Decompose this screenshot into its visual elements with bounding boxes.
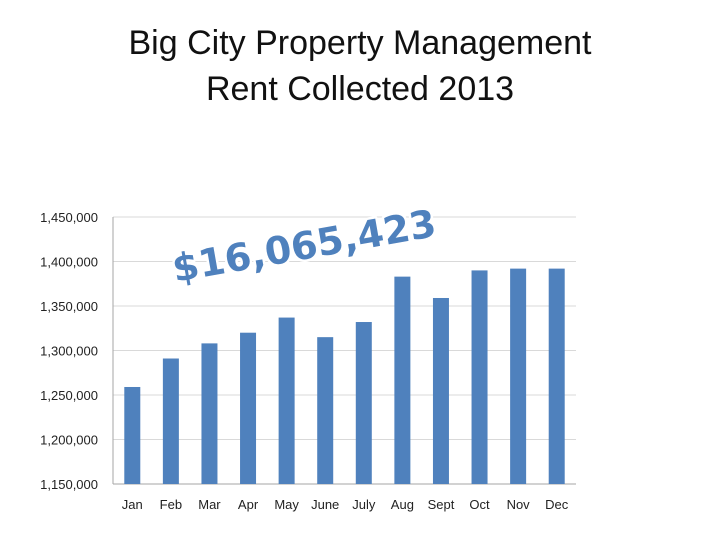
bar-feb xyxy=(162,358,179,484)
x-tick-label: Mar xyxy=(198,497,221,512)
x-tick-label: Apr xyxy=(238,497,259,512)
y-tick-label: 1,250,000 xyxy=(40,388,98,403)
bar-mar xyxy=(201,343,218,484)
x-tick-label: May xyxy=(274,497,299,512)
bar-apr xyxy=(240,332,257,484)
y-axis: 1,150,000 1,200,000 1,250,000 1,300,000 1,35… xyxy=(40,210,114,492)
bar-jan xyxy=(124,386,141,484)
bar-sept xyxy=(432,297,449,484)
bar-may xyxy=(278,317,295,484)
title-line-1: Big City Property Management xyxy=(128,24,592,62)
y-tick-label: 1,400,000 xyxy=(40,255,98,270)
x-tick-label: Oct xyxy=(469,497,490,512)
bar-dec xyxy=(548,268,565,484)
x-tick-label: Aug xyxy=(391,497,414,512)
y-tick-label: 1,150,000 xyxy=(40,477,98,492)
bar-june xyxy=(317,337,334,484)
bar-oct xyxy=(471,270,488,484)
gridlines xyxy=(113,216,576,485)
x-tick-label: Jan xyxy=(122,497,143,512)
y-tick-label: 1,200,000 xyxy=(40,433,98,448)
y-tick-label: 1,450,000 xyxy=(40,210,98,225)
x-tick-label: June xyxy=(311,497,339,512)
x-tick-label: Sept xyxy=(428,497,455,512)
x-tick-label: July xyxy=(352,497,376,512)
y-tick-label: 1,300,000 xyxy=(40,344,98,359)
bar-july xyxy=(355,322,372,484)
x-tick-label: Dec xyxy=(545,497,569,512)
x-tick-label: Feb xyxy=(160,497,182,512)
title-line-2: Rent Collected 2013 xyxy=(205,70,515,108)
y-tick-label: 1,350,000 xyxy=(40,299,98,314)
bar-nov xyxy=(510,268,527,484)
bar-aug xyxy=(394,276,411,484)
bars xyxy=(124,268,565,484)
chart-title: Big City Property Management Rent Collec… xyxy=(0,20,720,112)
x-tick-label: Nov xyxy=(507,497,531,512)
x-axis: Jan Feb Mar Apr May June July Aug Sept Oct Nov Dec xyxy=(122,497,569,512)
